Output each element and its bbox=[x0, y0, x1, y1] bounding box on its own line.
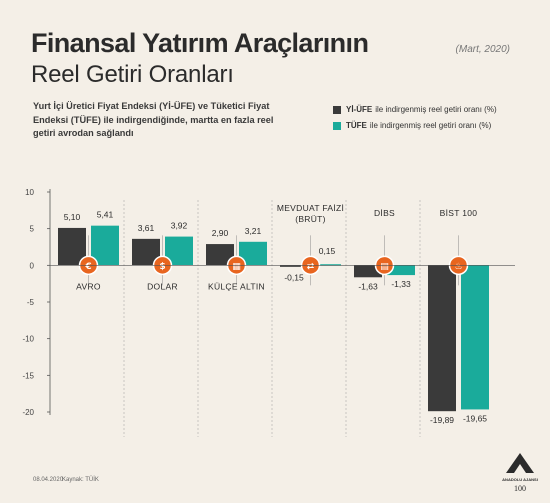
bar-chart: 10 5 0 -5 -10 -15 -20 5,10 5,41 € AVRO 3,61 3,92 $ DOL… bbox=[22, 188, 515, 437]
footer-source: Kaynak: TÜİK bbox=[62, 477, 99, 483]
page-title: Finansal Yatırım Araçlarının bbox=[31, 28, 369, 58]
legend-label-yi-ufe: Yİ-ÜFE bbox=[346, 105, 373, 114]
bar-yi-u-fe-di-bs bbox=[354, 265, 382, 278]
footer-date: 08.04.2020 bbox=[33, 477, 64, 483]
value-label-tu-fe-dolar: 3,92 bbox=[171, 221, 188, 231]
icon-glyph: ▦ bbox=[232, 262, 241, 272]
category-label-di-bs: DİBS bbox=[374, 208, 395, 218]
value-label-tu-fe-bi-st-100: -19,65 bbox=[463, 413, 487, 423]
y-tick-label: 10 bbox=[25, 188, 34, 197]
bar-tu-fe-avro bbox=[91, 225, 119, 266]
value-label-yi-u-fe-avro: 5,10 bbox=[64, 212, 81, 222]
value-label-yi-u-fe-bi-st-100: -19,89 bbox=[430, 415, 454, 425]
legend-text-yi-ufe: ile indirgenmiş reel getiri oranı (%) bbox=[375, 105, 497, 114]
bar-tu-fe-di-bs bbox=[387, 265, 415, 276]
icon-glyph: € bbox=[84, 262, 91, 272]
y-tick-label: -15 bbox=[22, 371, 34, 380]
legend-label-tufe: TÜFE bbox=[346, 121, 367, 130]
value-label-tu-fe-mevduat-fai-zi-bru-t: 0,15 bbox=[319, 246, 336, 256]
category-label-mevduat-fai-zi-bru-t-line2: (BRÜT) bbox=[295, 214, 326, 224]
date-label: (Mart, 2020) bbox=[455, 44, 510, 55]
legend-text-tufe: ile indirgenmiş reel getiri oranı (%) bbox=[369, 121, 492, 130]
category-label-dolar: DOLAR bbox=[147, 281, 178, 291]
icon-glyph: ▤ bbox=[380, 262, 389, 272]
legend-item-tufe: TÜFE ile indirgenmiş reel getiri oranı (… bbox=[333, 119, 497, 132]
bar-yi-u-fe-mevduat-fai-zi-bru-t bbox=[280, 265, 308, 267]
logo-sub: 100 bbox=[514, 484, 526, 493]
icon-glyph: ♨ bbox=[454, 262, 462, 272]
description-text: Yurt İçi Üretici Fiyat Endeksi (Yİ-ÜFE) … bbox=[33, 101, 274, 138]
bar-yi-u-fe-bi-st-100 bbox=[428, 265, 456, 412]
chart-legend: Yİ-ÜFE ile indirgenmiş reel getiri oranı… bbox=[333, 103, 497, 135]
value-label-tu-fe-di-bs: -1,33 bbox=[391, 279, 411, 289]
bar-yi-u-fe-ku-lc-e-altin bbox=[206, 244, 234, 266]
value-label-yi-u-fe-mevduat-fai-zi-bru-t: -0,15 bbox=[284, 272, 304, 282]
page-subtitle: Reel Getiri Oranları bbox=[31, 61, 234, 88]
legend-swatch-yi-ufe bbox=[333, 105, 341, 114]
value-label-yi-u-fe-ku-lc-e-altin: 2,90 bbox=[212, 228, 229, 238]
y-tick-label: 5 bbox=[30, 225, 35, 234]
icon-glyph: $ bbox=[159, 262, 165, 272]
legend-swatch-tufe bbox=[333, 121, 341, 130]
bar-tu-fe-ku-lc-e-altin bbox=[239, 241, 267, 266]
icon-glyph: ⇄ bbox=[307, 262, 315, 272]
anadolu-ajansi-logo: ANADOLU AJANSI 100 bbox=[502, 453, 538, 493]
category-label-avro: AVRO bbox=[76, 281, 101, 291]
logo-name: ANADOLU AJANSI bbox=[502, 477, 538, 482]
category-label-mevduat-fai-zi-bru-t: MEVDUAT FAİZİ bbox=[277, 203, 344, 213]
value-label-yi-u-fe-dolar: 3,61 bbox=[138, 223, 155, 233]
bar-tu-fe-mevduat-fai-zi-bru-t bbox=[313, 264, 341, 266]
value-label-tu-fe-ku-lc-e-altin: 3,21 bbox=[245, 226, 262, 236]
y-tick-label: 0 bbox=[30, 261, 35, 270]
value-label-tu-fe-avro: 5,41 bbox=[97, 210, 114, 220]
y-tick-label: -10 bbox=[22, 335, 34, 344]
y-tick-label: -20 bbox=[22, 408, 34, 417]
y-tick-label: -5 bbox=[27, 298, 35, 307]
category-label-bi-st-100: BİST 100 bbox=[440, 208, 478, 218]
bar-tu-fe-bi-st-100 bbox=[461, 265, 489, 410]
value-label-yi-u-fe-di-bs: -1,63 bbox=[358, 281, 378, 291]
category-label-ku-lc-e-altin: KÜLÇE ALTIN bbox=[208, 281, 265, 291]
legend-item-yi-ufe: Yİ-ÜFE ile indirgenmiş reel getiri oranı… bbox=[333, 103, 497, 116]
